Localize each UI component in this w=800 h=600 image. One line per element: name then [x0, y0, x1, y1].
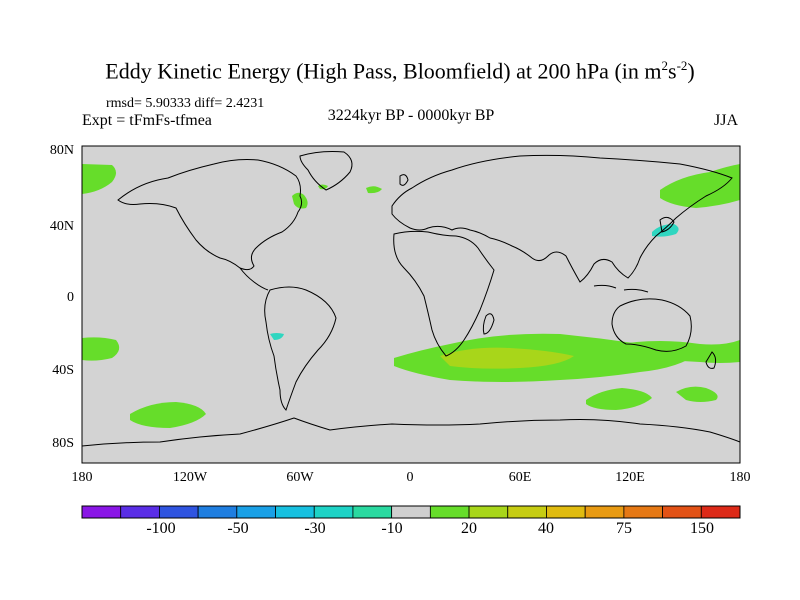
colorbar-tick-1: -50 — [227, 520, 249, 537]
coast-madagascar — [482, 313, 495, 335]
region-southern-indian-core — [440, 347, 574, 369]
lon-tick-60E: 60E — [508, 470, 532, 485]
colorbar — [81, 505, 741, 519]
colorbar-tick-0: -100 — [146, 520, 176, 537]
map-title: Eddy Kinetic Energy (High Pass, Bloomfie… — [105, 58, 695, 84]
colorbar-tick-2: -30 — [304, 520, 326, 537]
region-north-pacific-west — [660, 164, 740, 208]
stats-label: rmsd= 5.90333 diff= 2.4231 — [106, 96, 265, 111]
experiment-label: Expt = tFmFs-tfmea — [82, 112, 212, 129]
colorbar-cell — [507, 505, 547, 519]
region-south-pacific-east — [82, 337, 120, 361]
colorbar-cell — [662, 505, 702, 519]
coast-new-zealand — [705, 351, 717, 369]
colorbar-cell — [197, 505, 238, 519]
coast-indonesia — [593, 284, 649, 293]
colorbar-cell — [623, 505, 663, 519]
region-southwest-pacific — [620, 340, 740, 363]
colorbar-frame — [81, 505, 741, 519]
colorbar-cell — [546, 505, 586, 519]
lat-tick-80N: 80N — [49, 143, 74, 158]
coast-japan — [659, 216, 675, 233]
lat-tick-80S: 80S — [52, 436, 74, 451]
region-hudson-labrador — [292, 192, 308, 209]
coast-greenland — [299, 151, 353, 191]
coast-australia — [611, 298, 692, 352]
lon-tick-180E: 180 — [729, 470, 751, 485]
colorbar-tick-7: 150 — [690, 520, 714, 537]
map-content — [81, 145, 741, 464]
coast-north-america — [117, 159, 303, 271]
colorbar-cell — [700, 505, 741, 519]
colorbar-cell — [159, 505, 199, 519]
colorbar-cell — [275, 505, 315, 519]
lat-tick-40N: 40N — [49, 219, 74, 234]
colorbar-cell — [391, 505, 431, 519]
region-north-pacific-east — [82, 164, 116, 194]
coast-eurasia — [391, 154, 733, 283]
colorbar-cell — [313, 505, 354, 519]
colorbar-tick-6: 75 — [616, 520, 632, 537]
colorbar-cell — [352, 505, 393, 519]
lon-tick-60W: 60W — [286, 470, 314, 485]
colorbar-cell — [120, 505, 160, 519]
colorbar-cell — [584, 505, 625, 519]
lat-tick-0: 0 — [67, 290, 74, 305]
season-label: JJA — [714, 112, 739, 129]
map-border — [81, 145, 741, 464]
period-label: 3224kyr BP - 0000kyr BP — [327, 107, 495, 124]
colorbar-cell — [81, 505, 122, 519]
region-south-pacific-high-lat — [130, 402, 206, 428]
lon-tick-120E: 120E — [615, 470, 645, 485]
coast-south-america — [264, 286, 337, 411]
colorbar-cell — [236, 505, 276, 519]
coastlines — [81, 151, 741, 447]
colorbar-tick-3: -10 — [381, 520, 403, 537]
colorbar-cell — [468, 505, 509, 519]
region-tasman-sea — [676, 386, 718, 402]
lat-tick-40S: 40S — [52, 363, 74, 378]
region-north-atlantic — [366, 186, 382, 194]
colorbar-tick-5: 40 — [538, 520, 554, 537]
region-andes — [270, 333, 284, 340]
coast-central-america — [239, 267, 269, 291]
coast-africa — [393, 230, 495, 357]
lon-tick-180W: 180 — [71, 470, 93, 485]
coast-british-isles — [399, 174, 409, 186]
lon-tick-0: 0 — [406, 470, 414, 485]
colorbar-tick-4: 20 — [461, 520, 477, 537]
coast-antarctica — [81, 417, 741, 447]
lon-tick-120W: 120W — [172, 470, 208, 485]
colorbar-cell — [429, 505, 470, 519]
region-south-of-australia — [586, 388, 652, 410]
